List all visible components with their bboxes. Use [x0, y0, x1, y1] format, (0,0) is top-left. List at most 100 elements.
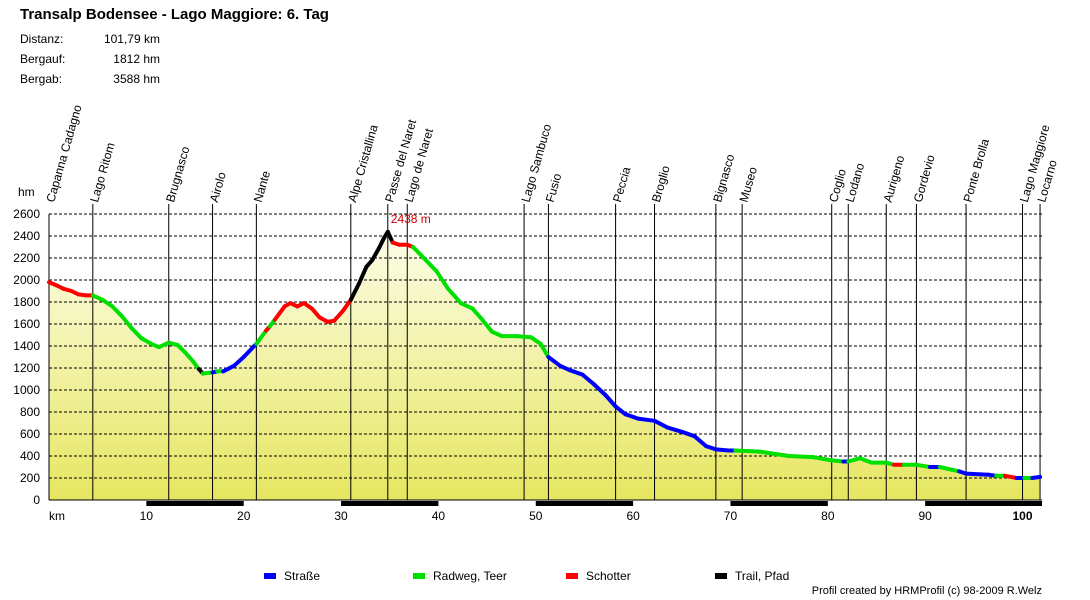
waypoint-label: Broglio: [649, 164, 673, 204]
waypoint-label: Gordevio: [911, 153, 938, 204]
x-tick-label: 100: [1013, 509, 1033, 523]
profile-segment-gravel: [341, 297, 353, 313]
y-tick-label: 1800: [13, 295, 40, 309]
x-tick-label: 30: [334, 509, 348, 523]
descent-label: Bergab:: [20, 72, 63, 86]
waypoint-label: Peccia: [610, 165, 633, 204]
legend-swatch-gravel: [566, 573, 578, 579]
peak-elevation-label: 2438 m: [391, 212, 431, 226]
y-tick-label: 2000: [13, 273, 40, 287]
profile-segment-trail: [356, 264, 369, 287]
profile-segment-bikepath: [421, 256, 439, 274]
y-tick-label: 600: [20, 427, 40, 441]
y-tick-label: 800: [20, 405, 40, 419]
profile-segment-road: [241, 341, 259, 359]
descent-value: 3588 hm: [113, 72, 160, 86]
legend-swatch-trail: [715, 573, 727, 579]
distance-label: Distanz:: [20, 32, 64, 46]
profile-segment-bikepath: [914, 462, 932, 469]
ascent-label: Bergauf:: [20, 52, 66, 66]
waypoint-label: Airolo: [207, 170, 229, 204]
y-tick-label: 2600: [13, 207, 40, 221]
legend-label-trail: Trail, Pfad: [735, 569, 789, 583]
waypoint-label: Nante: [251, 169, 273, 204]
waypoint-label: Museo: [737, 165, 760, 204]
profile-segment-bikepath: [857, 456, 874, 465]
profile-segment-road: [964, 471, 991, 477]
waypoint-label: Capanna Cadagno: [43, 103, 84, 204]
profile-segment-trail: [370, 246, 381, 263]
profile-segment-road: [692, 434, 709, 449]
x-tick-label: 90: [918, 509, 932, 523]
profile-segment-road: [713, 447, 731, 453]
profile-segment-bikepath: [129, 326, 144, 341]
x-tick-label: 60: [626, 509, 640, 523]
y-tick-label: 1600: [13, 317, 40, 331]
x-tick-label: 20: [237, 509, 251, 523]
profile-segment-gravel: [272, 304, 287, 322]
km-scale-bar: [146, 501, 244, 506]
km-scale-bar: [535, 501, 634, 506]
legend-swatch-bikepath: [413, 573, 425, 579]
profile-segment-road: [1030, 474, 1043, 480]
x-tick-label: 40: [432, 509, 446, 523]
profile-segment-bikepath: [786, 454, 816, 460]
profile-segment-bikepath: [446, 286, 463, 306]
y-tick-label: 0: [33, 493, 40, 507]
waypoint-label: Fusio: [543, 171, 565, 203]
waypoint-label: Aurigeno: [881, 153, 908, 203]
y-tick-label: 2400: [13, 229, 40, 243]
profile-segment-bikepath: [458, 301, 475, 311]
x-tick-label: 80: [821, 509, 835, 523]
profile-segment-bikepath: [733, 448, 762, 454]
waypoint-label: Bignasco: [710, 152, 737, 204]
chart-title: Transalp Bodensee - Lago Maggiore: 6. Ta…: [20, 6, 329, 23]
waypoint-label: Brugnasco: [163, 145, 192, 204]
profile-segment-bikepath: [757, 449, 791, 458]
profile-segment-road: [623, 412, 640, 421]
legend-label-gravel: Schotter: [586, 569, 631, 583]
profile-segment-road: [613, 404, 628, 417]
profile-segment-road: [603, 393, 618, 409]
waypoint-label: Alpe Cristallina: [345, 123, 381, 204]
profile-segment-bikepath: [120, 314, 134, 331]
x-tick-label: 50: [529, 509, 543, 523]
waypoint-label: Ponte Brolla: [960, 137, 992, 204]
legend-swatch-road: [264, 573, 276, 579]
profile-segment-gravel: [332, 308, 345, 323]
km-scale-bar: [1022, 501, 1042, 506]
profile-segment-road: [546, 355, 563, 368]
km-scale-bar: [341, 501, 439, 506]
profile-segment-bikepath: [538, 341, 551, 359]
profile-segment-road: [580, 372, 597, 387]
profile-segment-bikepath: [937, 465, 962, 474]
profile-area-fill: [49, 231, 1041, 501]
legend-label-bikepath: Radweg, Teer: [433, 569, 507, 583]
credit-text: Profil created by HRMProfil (c) 98-2009 …: [811, 585, 1042, 597]
x-tick-label: 70: [724, 509, 738, 523]
legend-label-road: Straße: [284, 569, 320, 583]
profile-segment-bikepath: [846, 456, 862, 464]
y-tick-label: 1400: [13, 339, 40, 353]
y-axis-unit-label: hm: [18, 185, 35, 199]
distance-value: 101,79 km: [103, 32, 160, 46]
km-scale-bar: [925, 501, 1023, 506]
y-tick-label: 2200: [13, 251, 40, 265]
profile-segment-bikepath: [514, 334, 533, 340]
profile-segment-bikepath: [411, 245, 426, 260]
profile-segment-trail: [348, 282, 361, 302]
profile-segment-road: [679, 429, 697, 439]
profile-segment-road: [652, 418, 670, 430]
profile-segment-bikepath: [254, 328, 269, 346]
profile-segment-bikepath: [480, 317, 494, 334]
y-tick-label: 200: [20, 471, 40, 485]
waypoint-label: Lodano: [843, 161, 868, 204]
ascent-value: 1812 hm: [113, 52, 160, 66]
profile-segment-bikepath: [811, 455, 834, 463]
x-axis-unit-label: km: [49, 509, 65, 523]
profile-segment-bikepath: [434, 269, 451, 291]
km-scale-bar: [730, 501, 828, 506]
y-tick-label: 1200: [13, 361, 40, 375]
waypoint-label: Lago Ritom: [87, 141, 117, 204]
